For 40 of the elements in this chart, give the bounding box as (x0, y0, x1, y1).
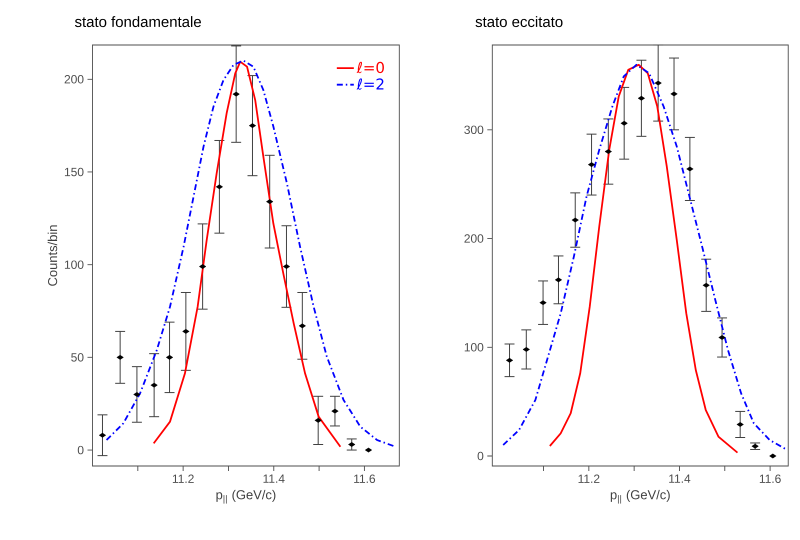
y-tick-label: 200 (464, 234, 484, 243)
point (150, 382, 158, 388)
x-tick-label: 11.2 (172, 474, 194, 483)
line-series (548, 64, 738, 454)
legend-label: ℓ=2 (356, 78, 384, 90)
y-tick-label: 100 (64, 260, 84, 269)
point (540, 300, 547, 306)
point (752, 444, 759, 449)
point (638, 96, 645, 101)
point (620, 120, 628, 126)
x-tick-label: 11.6 (760, 474, 781, 483)
x-tick-label: 11.2 (578, 474, 600, 483)
chart-title: stato fondamentale (74, 16, 201, 28)
y-tick-label: 300 (464, 126, 484, 134)
point (182, 328, 190, 334)
line-series (152, 60, 342, 448)
x-tick-label: 11.6 (354, 474, 376, 483)
y-tick-label: 0 (478, 452, 484, 460)
point (116, 354, 124, 360)
y-tick-label: 200 (64, 75, 84, 84)
point (314, 418, 322, 423)
legend-label: ℓ=0 (356, 62, 384, 74)
x-tick-label: 11.4 (669, 474, 690, 483)
point (298, 323, 306, 328)
y-tick-label: 100 (464, 343, 484, 352)
y-tick-label: 50 (71, 353, 84, 362)
y-tick-label: 0 (78, 446, 84, 454)
chart-title: stato eccitato (476, 16, 563, 28)
point (702, 282, 710, 288)
y-tick-label: 150 (64, 168, 84, 176)
x-axis-title: p$_{||}$ (GeV/c) (610, 490, 670, 504)
point (232, 92, 240, 97)
line-series (106, 60, 394, 447)
point (331, 408, 338, 414)
point (216, 184, 223, 190)
x-tick-label: 11.4 (263, 474, 285, 483)
y-axis-title: Counts/bin (48, 225, 58, 286)
point (588, 162, 596, 168)
x-axis-title: p$_{||}$ (GeV/c) (216, 490, 276, 504)
point (266, 199, 274, 204)
